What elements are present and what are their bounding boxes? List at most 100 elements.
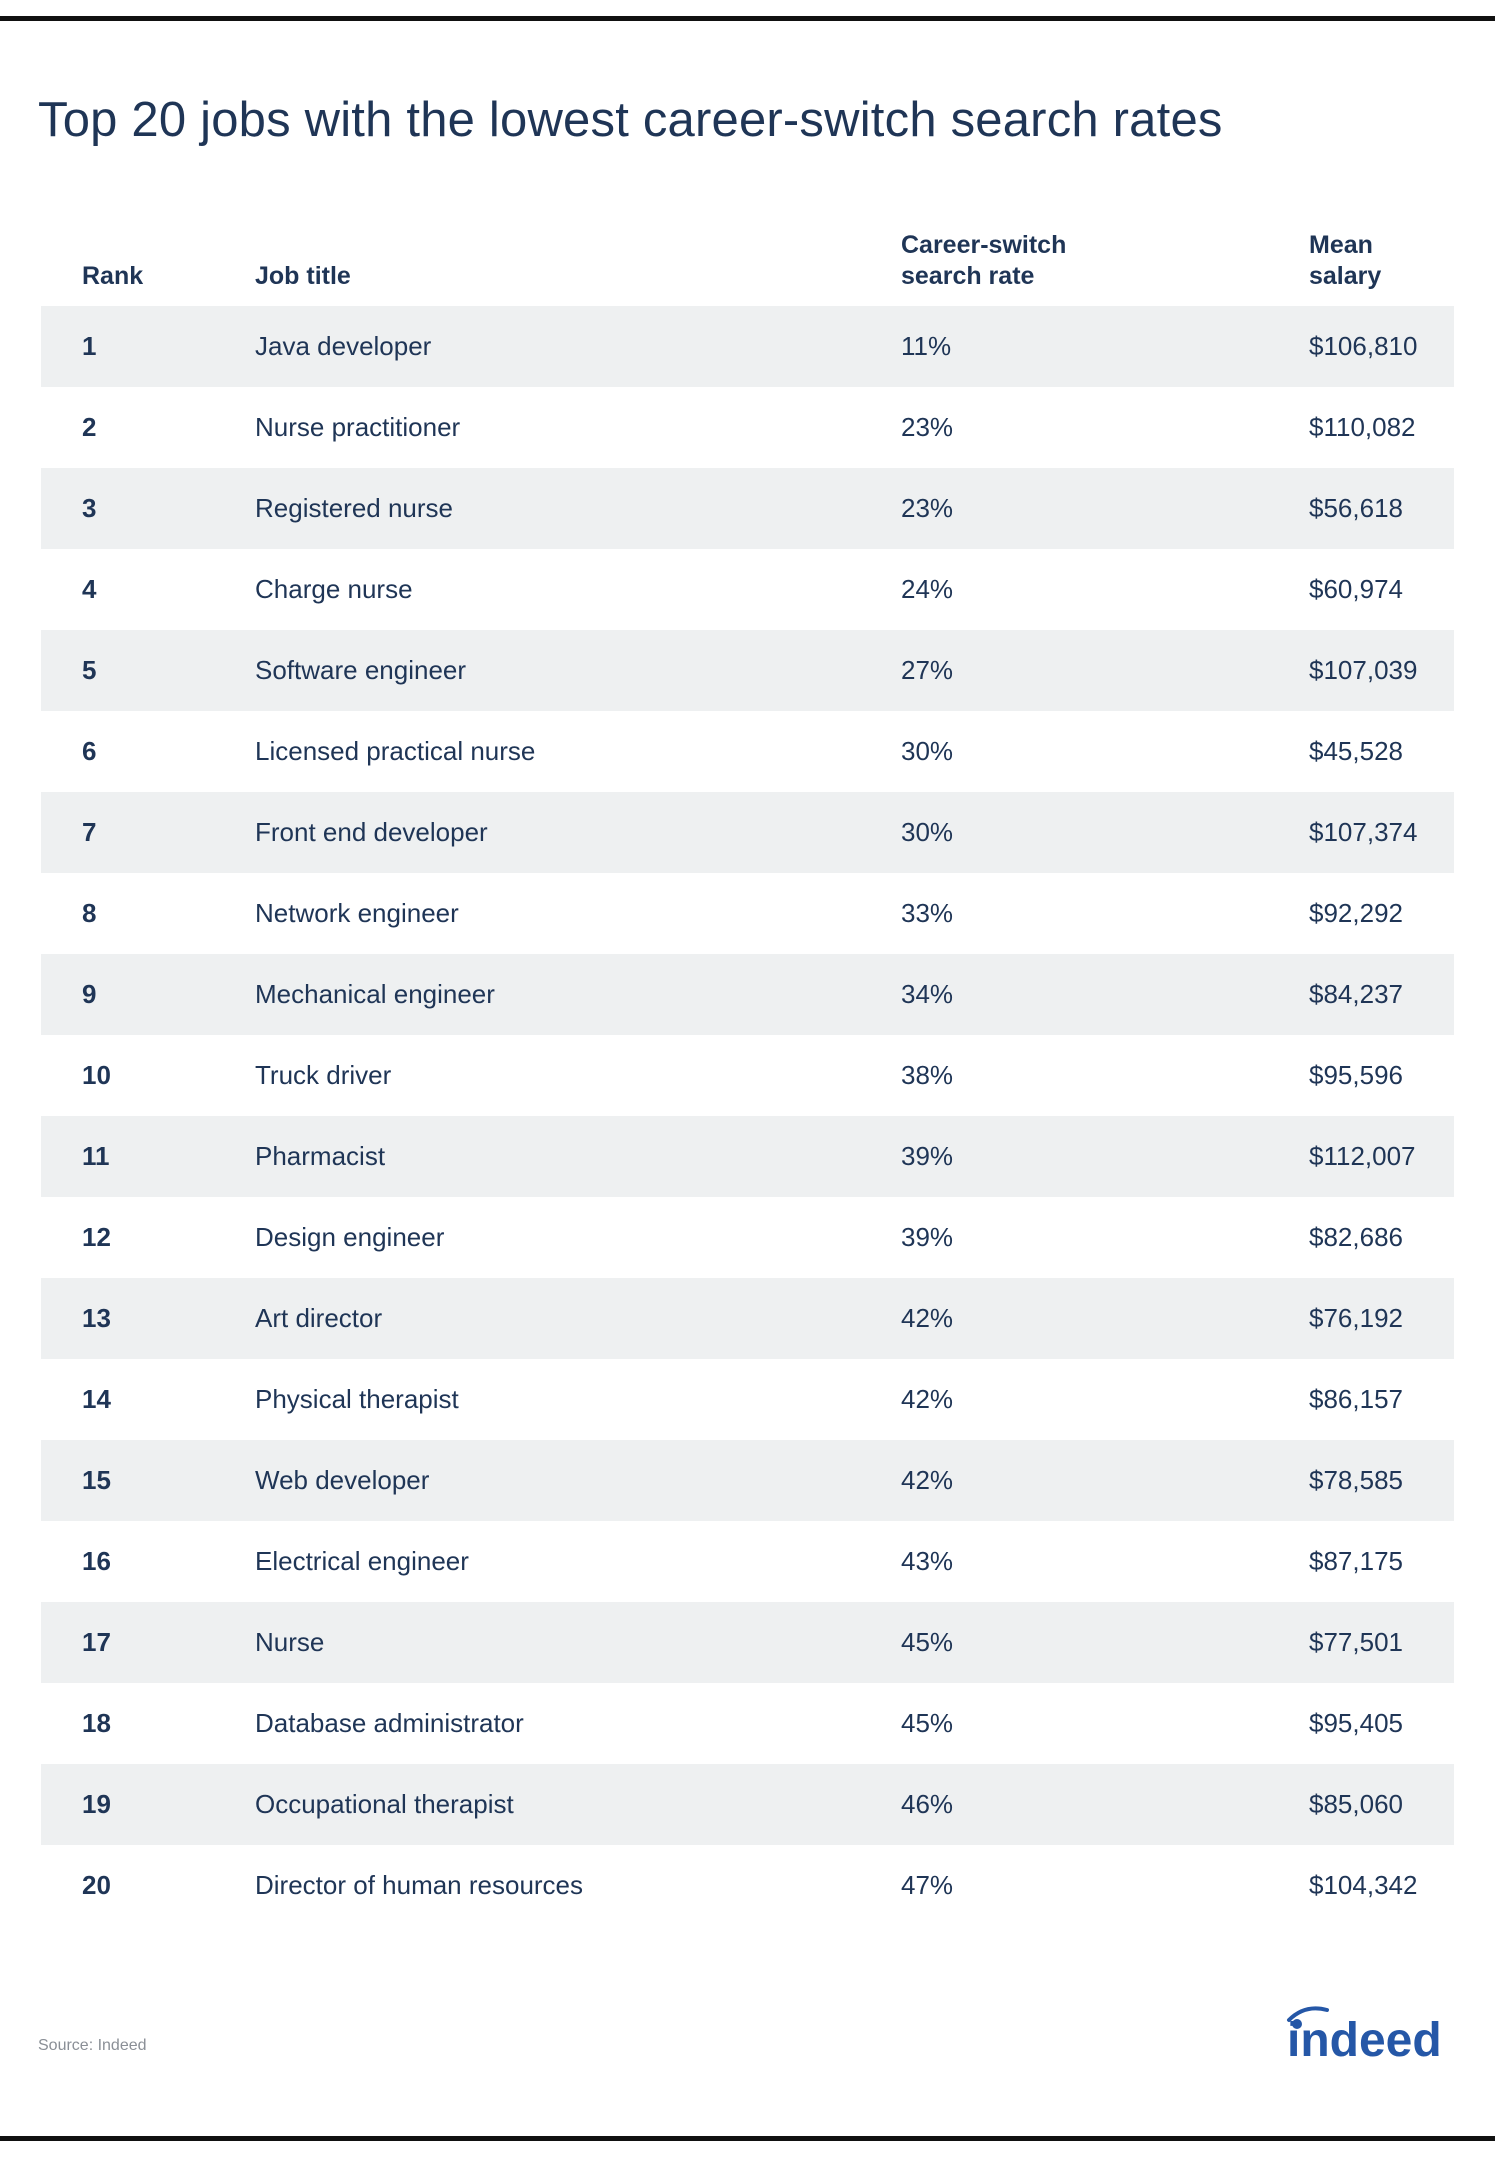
rank-cell: 13 — [82, 1303, 111, 1333]
table-row: 6 Licensed practical nurse 30% $45,528 — [41, 711, 1454, 792]
rank-cell: 4 — [82, 574, 97, 604]
rank-cell: 8 — [82, 898, 97, 928]
table-row: 9 Mechanical engineer 34% $84,237 — [41, 954, 1454, 1035]
salary-cell: $106,810 — [1309, 331, 1418, 361]
rank-cell: 6 — [82, 736, 97, 766]
header-mean-salary: Mean salary — [1309, 230, 1381, 292]
header-rate-line1: Career-switch — [901, 231, 1067, 259]
salary-cell: $56,618 — [1309, 493, 1403, 523]
table-row: 17 Nurse 45% $77,501 — [41, 1602, 1454, 1683]
search-rate-cell: 34% — [901, 979, 954, 1009]
rank-cell: 10 — [82, 1060, 111, 1090]
search-rate-cell: 42% — [901, 1384, 954, 1414]
rank-cell: 2 — [82, 412, 97, 442]
table-row: 18 Database administrator 45% $95,405 — [41, 1683, 1454, 1764]
salary-cell: $78,585 — [1309, 1465, 1403, 1495]
table-body: 1 Java developer 11% $106,810 2 Nurse practit… — [41, 306, 1454, 1926]
salary-cell: $107,374 — [1309, 817, 1418, 847]
rank-cell: 9 — [82, 979, 97, 1009]
rank-cell: 1 — [82, 331, 97, 361]
logo-wordmark: indeed — [1287, 2014, 1442, 2064]
table-row: 12 Design engineer 39% $82,686 — [41, 1197, 1454, 1278]
search-rate-cell: 30% — [901, 736, 954, 766]
table-row: 4 Charge nurse 24% $60,974 — [41, 549, 1454, 630]
job-title-cell: Design engineer — [255, 1222, 445, 1252]
table-row: 16 Electrical engineer 43% $87,175 — [41, 1521, 1454, 1602]
salary-cell: $84,237 — [1309, 979, 1403, 1009]
search-rate-cell: 45% — [901, 1627, 954, 1657]
rank-cell: 19 — [82, 1789, 111, 1819]
job-title-cell: Charge nurse — [255, 574, 413, 604]
salary-cell: $76,192 — [1309, 1303, 1403, 1333]
job-title-cell: Software engineer — [255, 655, 467, 685]
salary-cell: $86,157 — [1309, 1384, 1403, 1414]
salary-cell: $45,528 — [1309, 736, 1403, 766]
table-row: 13 Art director 42% $76,192 — [41, 1278, 1454, 1359]
jobs-table: Rank Job title Career-switch search rate… — [41, 218, 1454, 1926]
table-row: 20 Director of human resources 47% $104,342 — [41, 1845, 1454, 1926]
search-rate-cell: 42% — [901, 1303, 954, 1333]
search-rate-cell: 23% — [901, 412, 954, 442]
job-title-cell: Database administrator — [255, 1708, 524, 1738]
table-row: 8 Network engineer 33% $92,292 — [41, 873, 1454, 954]
rank-cell: 3 — [82, 493, 97, 523]
salary-cell: $92,292 — [1309, 898, 1403, 928]
salary-cell: $77,501 — [1309, 1627, 1403, 1657]
search-rate-cell: 39% — [901, 1141, 954, 1171]
job-title-cell: Nurse — [255, 1627, 325, 1657]
search-rate-cell: 24% — [901, 574, 954, 604]
rank-cell: 16 — [82, 1546, 111, 1576]
search-rate-cell: 45% — [901, 1708, 954, 1738]
job-title-cell: Network engineer — [255, 898, 459, 928]
salary-cell: $60,974 — [1309, 574, 1403, 604]
salary-cell: $85,060 — [1309, 1789, 1403, 1819]
bottom-rule — [0, 2136, 1495, 2141]
header-salary-line2: salary — [1309, 262, 1382, 290]
table-row: 7 Front end developer 30% $107,374 — [41, 792, 1454, 873]
job-title-cell: Nurse practitioner — [255, 412, 461, 442]
search-rate-cell: 11% — [901, 331, 952, 361]
table-row: 19 Occupational therapist 46% $85,060 — [41, 1764, 1454, 1845]
source-note: Source: Indeed — [38, 2037, 147, 2054]
table-row: 1 Java developer 11% $106,810 — [41, 306, 1454, 387]
job-title-cell: Electrical engineer — [255, 1546, 469, 1576]
search-rate-cell: 23% — [901, 493, 954, 523]
rank-cell: 12 — [82, 1222, 111, 1252]
rank-cell: 15 — [82, 1465, 111, 1495]
rank-cell: 5 — [82, 655, 97, 685]
rank-cell: 7 — [82, 817, 97, 847]
search-rate-cell: 30% — [901, 817, 954, 847]
rank-cell: 17 — [82, 1627, 111, 1657]
header-salary-line1: Mean — [1309, 231, 1373, 259]
search-rate-cell: 46% — [901, 1789, 954, 1819]
job-title-cell: Web developer — [255, 1465, 430, 1495]
search-rate-cell: 38% — [901, 1060, 954, 1090]
job-title-cell: Front end developer — [255, 817, 488, 847]
salary-cell: $112,007 — [1309, 1141, 1416, 1171]
job-title-cell: Physical therapist — [255, 1384, 459, 1414]
job-title-cell: Director of human resources — [255, 1870, 584, 1900]
salary-cell: $95,405 — [1309, 1708, 1403, 1738]
job-title-cell: Art director — [255, 1303, 383, 1333]
table-row: 11 Pharmacist 39% $112,007 — [41, 1116, 1454, 1197]
header-rate-line2: search rate — [901, 262, 1035, 290]
top-rule — [0, 16, 1495, 21]
salary-cell: $95,596 — [1309, 1060, 1403, 1090]
salary-cell: $110,082 — [1309, 412, 1416, 442]
search-rate-cell: 42% — [901, 1465, 954, 1495]
rank-cell: 11 — [82, 1141, 110, 1171]
job-title-cell: Truck driver — [255, 1060, 392, 1090]
header-rank: Rank — [82, 262, 144, 290]
rank-cell: 20 — [82, 1870, 111, 1900]
search-rate-cell: 47% — [901, 1870, 954, 1900]
salary-cell: $104,342 — [1309, 1870, 1418, 1900]
salary-cell: $82,686 — [1309, 1222, 1403, 1252]
header-job-title: Job title — [255, 262, 351, 290]
job-title-cell: Pharmacist — [255, 1141, 386, 1171]
search-rate-cell: 27% — [901, 655, 954, 685]
indeed-logo-icon: indeed — [1287, 2006, 1442, 2064]
table-row: 15 Web developer 42% $78,585 — [41, 1440, 1454, 1521]
job-title-cell: Java developer — [255, 331, 432, 361]
header-career-switch-rate: Career-switch search rate — [901, 230, 1066, 292]
page-title: Top 20 jobs with the lowest career-switc… — [38, 93, 1223, 147]
